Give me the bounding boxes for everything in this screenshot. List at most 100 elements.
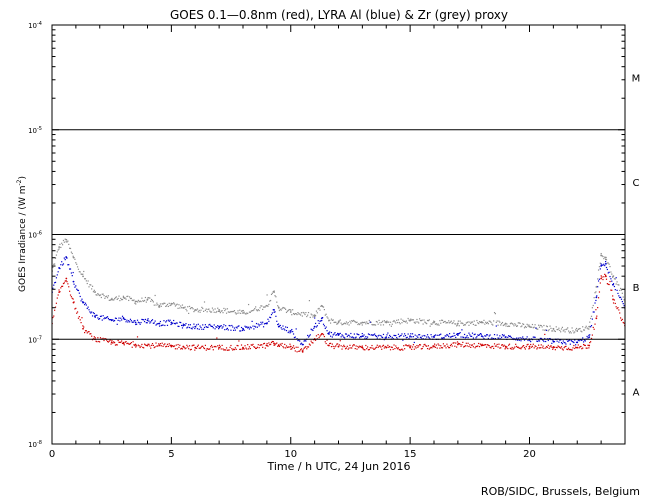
series-2-sample [326, 339, 328, 341]
series-2-sample [457, 342, 459, 344]
series-2-sample [332, 345, 334, 348]
series-1-sample [357, 333, 359, 336]
series-2-sample [621, 318, 623, 320]
y-axis: 10-810-710-610-510-4 [28, 21, 625, 449]
series-1-sample [611, 280, 613, 282]
series-0-sample [615, 283, 617, 285]
series-2-sample [95, 340, 97, 342]
series-1-sample [370, 334, 372, 336]
series-2-sample [255, 347, 257, 350]
series-1-sample [618, 295, 620, 297]
series-2-sample [516, 346, 519, 348]
series-2-sample [540, 344, 542, 346]
series-1-point [301, 343, 304, 346]
series-1-sample [259, 323, 261, 326]
series-2-sample [119, 341, 121, 344]
series-0-sample [113, 299, 115, 301]
series-1-sample [408, 338, 410, 340]
series-0-sample [111, 297, 113, 300]
series-0-sample [603, 258, 605, 260]
series-2-sample [454, 345, 456, 347]
series-0-sample [337, 320, 340, 322]
series-0-sample [259, 307, 261, 309]
series-1-sample [253, 328, 255, 330]
series-0-point [409, 319, 412, 322]
series-2-sample [378, 345, 380, 347]
series-0-sample [381, 320, 384, 322]
series-0-sample [426, 319, 429, 322]
series-0-sample [359, 323, 361, 326]
series-2-sample [254, 346, 256, 349]
series-1-sample [168, 320, 170, 322]
series-0-sample [408, 319, 410, 321]
series-2-point [588, 344, 591, 347]
series-2-sample [226, 349, 229, 351]
series-1-sample [338, 333, 340, 335]
y-tick-label-base: 10 [28, 441, 37, 449]
series-1-sample [570, 339, 572, 342]
series-1-sample [60, 264, 62, 266]
series-0-sample [69, 247, 71, 249]
series-2-sample [416, 344, 418, 347]
series-0-sample [84, 278, 87, 280]
series-2-sample [118, 341, 120, 343]
series-2-sample [250, 344, 252, 346]
series-2-sample [417, 346, 419, 348]
series-1-sample [527, 339, 529, 342]
series-2-sample [193, 344, 195, 346]
series-1-sample [269, 316, 271, 318]
series-2-point [289, 345, 292, 348]
series-1-sample [583, 339, 586, 341]
series-0-sample [386, 320, 388, 322]
x-tick-label: 0 [49, 449, 55, 460]
series-1-sample [151, 319, 154, 321]
series-1-sample [191, 328, 193, 330]
series-1-sample [268, 320, 270, 322]
series-1-sample [149, 322, 151, 324]
series-0-sample [188, 305, 191, 307]
series-0-sample [102, 293, 104, 295]
series-0-sample [617, 284, 619, 286]
series-0-sample [214, 308, 216, 310]
series-2-point [82, 327, 84, 330]
series-1-sample [600, 263, 602, 265]
series-0-sample [501, 321, 504, 324]
series-0-sample [352, 320, 354, 322]
series-1-sample [145, 322, 147, 324]
series-2-sample [529, 347, 531, 349]
series-0-point [313, 315, 316, 318]
series-1-sample [294, 336, 296, 338]
series-2-sample [461, 344, 463, 346]
series-1-sample [206, 326, 208, 328]
series-0-sample [200, 309, 202, 311]
series-1-sample [497, 337, 499, 339]
series-2-sample [612, 295, 614, 297]
series-2-sample [551, 346, 553, 348]
series-0-sample [400, 318, 402, 320]
series-1-sample [348, 334, 350, 336]
series-0-sample [606, 262, 608, 264]
series-0-sample [547, 330, 549, 332]
series-0-sample [354, 321, 356, 323]
series-2-sample [586, 347, 588, 349]
series-2-sample [553, 346, 556, 348]
series-0-sample [142, 300, 144, 302]
series-2-sample [588, 347, 590, 349]
series-0-sample [614, 278, 616, 280]
series-2-sample [347, 348, 349, 350]
series-0-sample [355, 321, 357, 324]
flare-class-label: M [632, 73, 641, 84]
series-1-sample [341, 334, 343, 336]
series-1-sample [507, 336, 509, 338]
series-2-sample [556, 347, 558, 349]
series-2-sample [344, 348, 347, 350]
series-0-sample [273, 290, 275, 292]
series-0-sample [379, 322, 381, 324]
series-0-point [504, 322, 507, 325]
series-0-sample [330, 318, 333, 320]
series-0-sample [612, 276, 614, 278]
series-2-sample [296, 351, 298, 353]
series-2-sample [139, 346, 141, 349]
series-2-sample [114, 344, 117, 346]
series-2-sample [355, 345, 357, 347]
